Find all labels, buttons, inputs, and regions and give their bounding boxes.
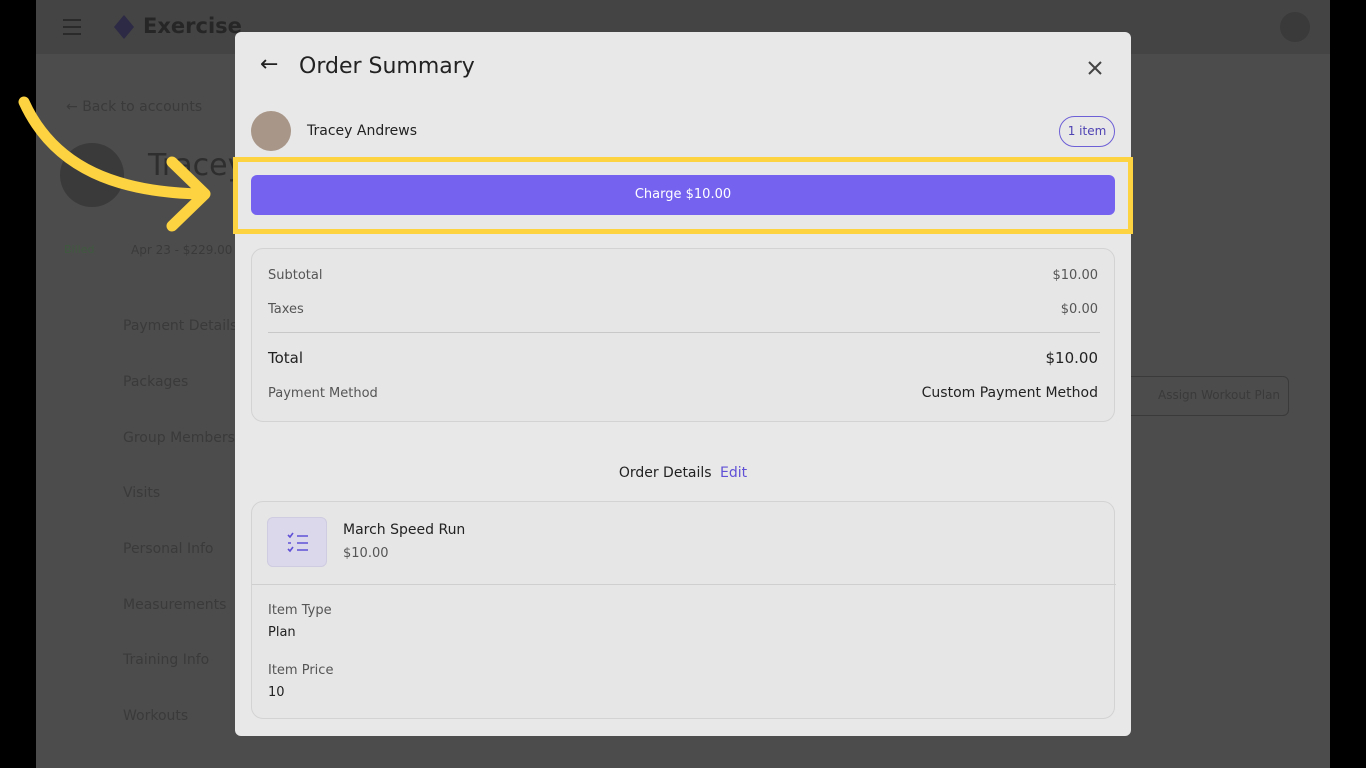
- sidebar-label: Personal Info: [123, 541, 214, 557]
- sidebar-item[interactable]: Visits: [86, 485, 160, 501]
- modal: ← Order Summary Tracey Andrews 1 item Ch…: [235, 32, 1131, 736]
- payment-method-label: Payment Method: [268, 386, 378, 401]
- assign-button[interactable]: Assign Workout Plan: [1121, 376, 1289, 416]
- sidebar-item[interactable]: Payment Details: [86, 318, 237, 334]
- item-price-value: 10: [268, 685, 285, 700]
- item-name: March Speed Run: [343, 522, 466, 538]
- sidebar-item[interactable]: Training Info: [86, 652, 209, 668]
- item-type-label: Item Type: [268, 603, 332, 618]
- summary-card: Subtotal $10.00 Taxes $0.00 Total $10.00…: [251, 248, 1115, 422]
- back-text: Back to accounts: [82, 99, 203, 115]
- logo: [114, 15, 134, 39]
- sidebar-label: Payment Details: [123, 318, 238, 334]
- client-name: Tracey: [148, 148, 246, 183]
- sidebar-item[interactable]: Measurements: [86, 597, 226, 613]
- divider: [252, 584, 1116, 585]
- sidebar-label: Measurements: [123, 597, 227, 613]
- back-link[interactable]: ← Back to accounts: [66, 99, 203, 115]
- back-arrow[interactable]: ←: [260, 52, 279, 77]
- sidebar-label: Packages: [123, 374, 189, 390]
- total-label: Total: [268, 349, 304, 367]
- charge-button[interactable]: Charge $10.00: [251, 175, 1115, 215]
- sidebar-label: Visits: [123, 485, 161, 501]
- subtotal: $10.00: [1052, 268, 1099, 283]
- sidebar-item[interactable]: Personal Info: [86, 541, 213, 557]
- list-icon: [287, 532, 308, 553]
- modal-title: Order Summary: [299, 54, 475, 79]
- item-icon: [267, 517, 327, 567]
- item-price-label: Item Price: [268, 663, 334, 678]
- item-price: $10.00: [343, 546, 389, 561]
- total: $10.00: [1045, 349, 1099, 367]
- close-icon[interactable]: [1088, 61, 1102, 75]
- item-badge: 1 item: [1059, 116, 1115, 147]
- billing: Apr 23 - $229.00: [131, 243, 233, 257]
- sidebar-item[interactable]: Workouts: [86, 708, 188, 724]
- sidebar-label: Training Info: [123, 652, 210, 668]
- app-name: Exercise: [143, 14, 242, 38]
- payment-method: Custom Payment Method: [921, 385, 1098, 401]
- subtotal-label: Subtotal: [268, 268, 323, 283]
- order-details-heading: Order Details Edit: [235, 465, 1131, 481]
- customer-avatar: [251, 111, 291, 151]
- edit-link[interactable]: Edit: [720, 465, 748, 481]
- highlight-box: [233, 157, 1133, 234]
- heading-text: Order Details: [618, 465, 712, 481]
- sidebar-label: Group Members: [123, 430, 235, 446]
- status: Billed: [64, 243, 95, 256]
- taxes: $0.00: [1060, 302, 1098, 317]
- sidebar-item[interactable]: Group Members: [86, 430, 235, 446]
- pointer-arrow: [18, 96, 211, 232]
- sidebar-item[interactable]: Packages: [86, 374, 188, 390]
- item-type: Plan: [268, 625, 296, 640]
- item-card: March Speed Run $10.00 Item Type Plan It…: [251, 501, 1116, 719]
- taxes-label: Taxes: [268, 302, 304, 317]
- customer-name: Tracey Andrews: [307, 123, 418, 139]
- sidebar-label: Workouts: [123, 708, 189, 724]
- avatar[interactable]: [1280, 12, 1310, 42]
- divider: [268, 332, 1100, 333]
- menu-icon[interactable]: [62, 18, 82, 36]
